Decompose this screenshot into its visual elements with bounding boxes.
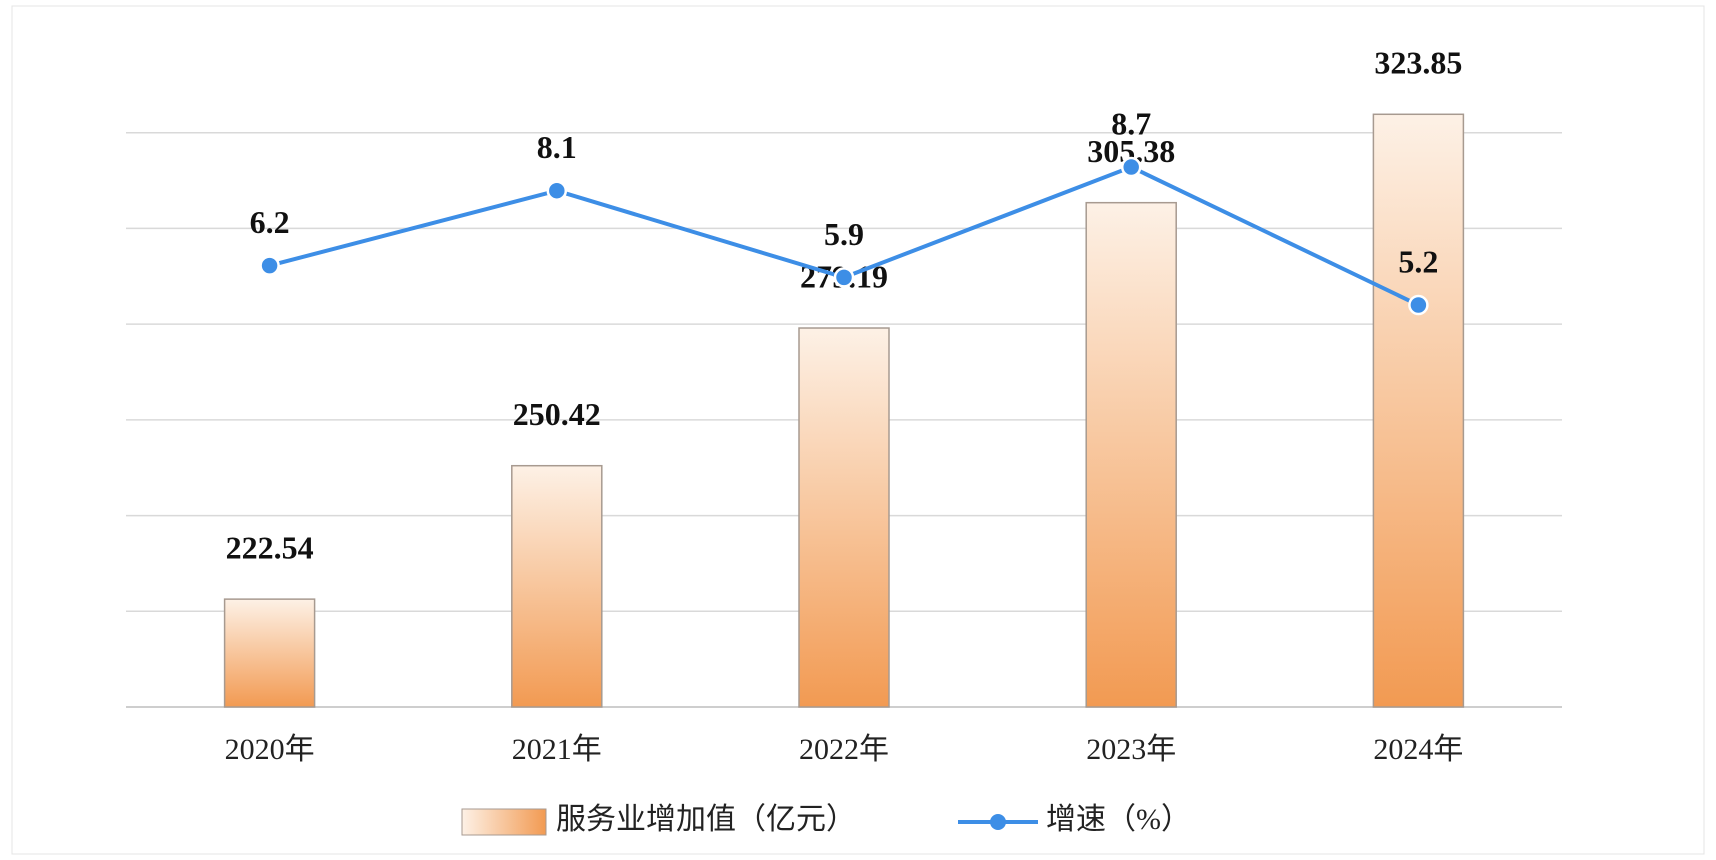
bar (223, 598, 316, 708)
line-marker (259, 255, 280, 276)
legend-label: 增速（%） (1046, 803, 1191, 836)
bar-value-label: 222.54 (226, 529, 314, 565)
x-tick-label: 2022年 (799, 733, 889, 766)
line-value-label: 6.2 (250, 204, 290, 240)
line-marker (1408, 294, 1429, 316)
line-marker (833, 267, 855, 288)
x-tick-label: 2021年 (512, 733, 602, 766)
bar (1372, 113, 1465, 708)
line-value-label: 8.7 (1111, 105, 1151, 141)
line-value-label: 5.9 (824, 216, 864, 252)
line-marker (1120, 156, 1142, 178)
legend-swatch (461, 808, 547, 836)
line-value-label: 8.1 (537, 129, 577, 165)
bar (798, 327, 890, 708)
bar-value-label: 323.85 (1374, 45, 1462, 81)
bar (511, 464, 603, 708)
legend-swatch (990, 814, 1006, 830)
bar-value-label: 250.42 (513, 396, 601, 432)
x-tick-label: 2020年 (225, 733, 315, 766)
frame (11, 5, 1705, 855)
legend-label: 服务业增加值（亿元） (556, 803, 856, 836)
line-marker (546, 180, 568, 201)
x-tick-label: 2024年 (1373, 733, 1463, 766)
bar (1085, 201, 1177, 708)
line-value-label: 5.2 (1398, 243, 1438, 279)
x-tick-label: 2023年 (1086, 733, 1176, 766)
